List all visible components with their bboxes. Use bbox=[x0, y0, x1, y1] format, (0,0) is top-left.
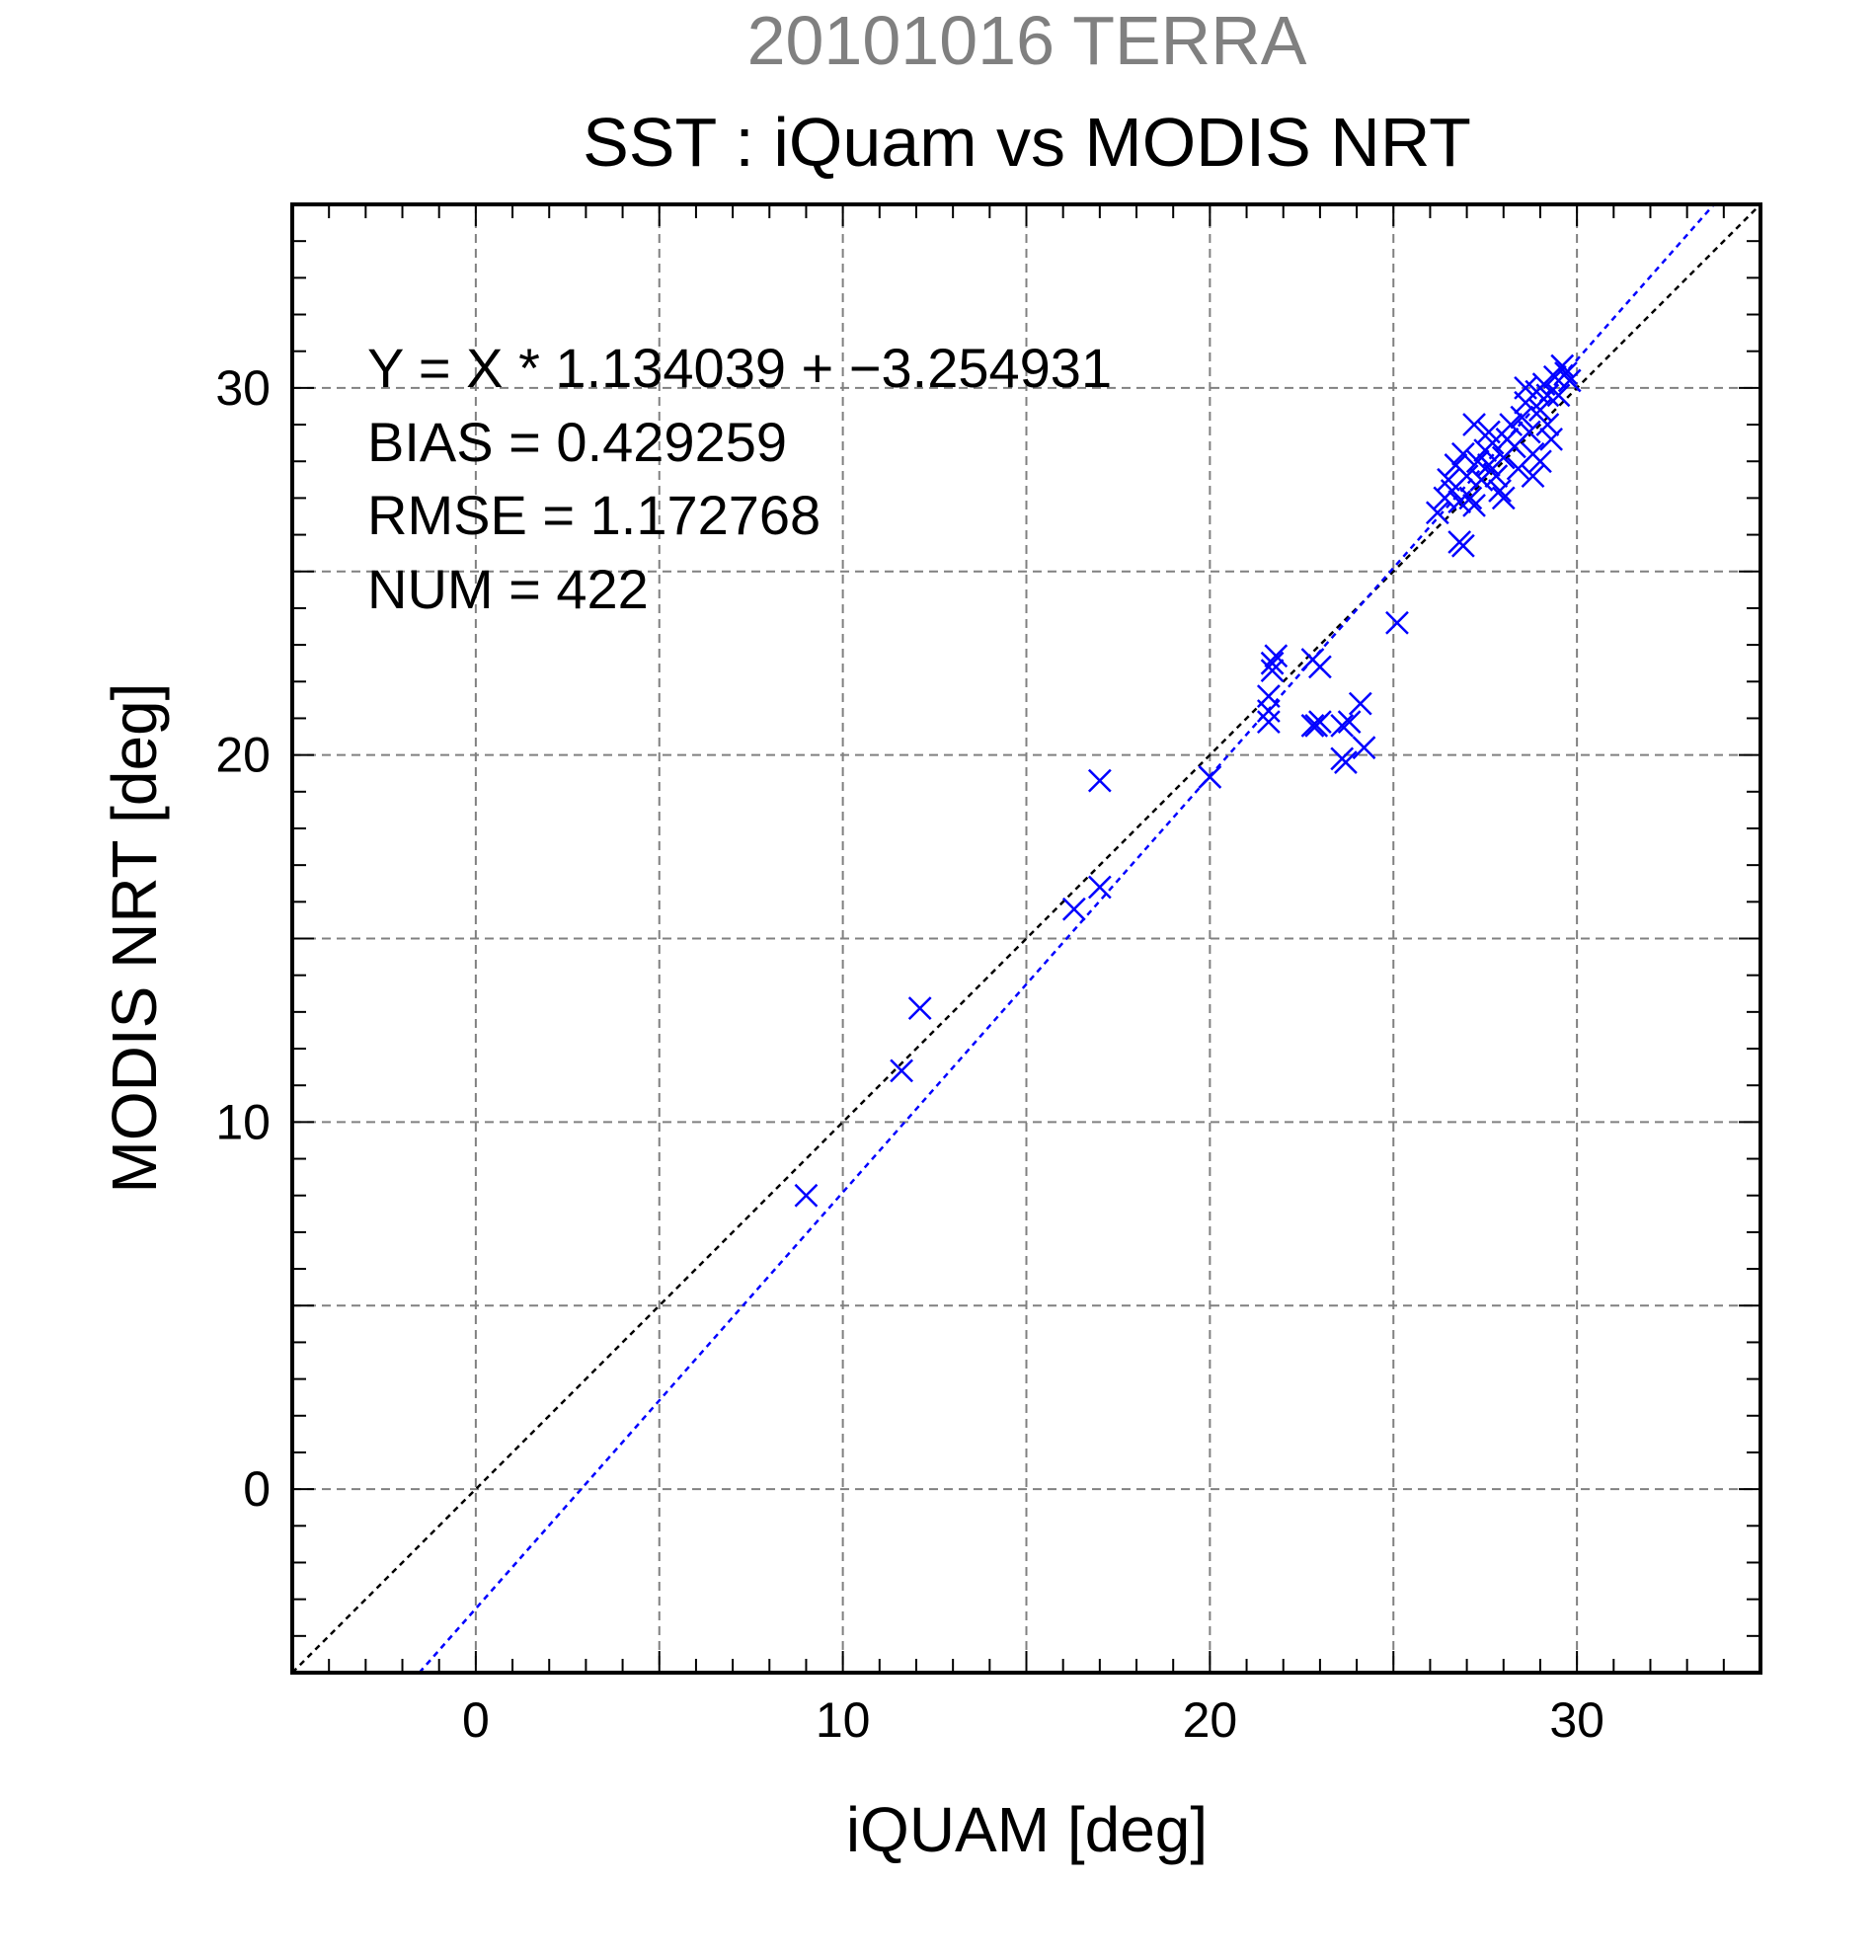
chart-subtitle: SST : iQuam vs MODIS NRT bbox=[583, 104, 1471, 181]
data-point bbox=[1061, 897, 1086, 921]
data-point bbox=[1425, 501, 1449, 525]
data-point bbox=[1330, 714, 1355, 738]
data-point bbox=[1198, 765, 1222, 789]
data-point bbox=[890, 1058, 913, 1083]
data-point bbox=[1488, 479, 1512, 503]
data-point bbox=[794, 1183, 819, 1208]
data-point bbox=[1260, 651, 1285, 675]
y-tick-label: 10 bbox=[215, 1094, 271, 1149]
stats-fit-equation: Y = X * 1.134039 + −3.254931 bbox=[367, 337, 1112, 399]
data-point bbox=[1484, 464, 1509, 488]
x-tick-label: 20 bbox=[1183, 1692, 1238, 1748]
data-point bbox=[1469, 467, 1494, 492]
data-point bbox=[1491, 486, 1516, 510]
data-point bbox=[1256, 710, 1281, 735]
data-point bbox=[1514, 375, 1537, 400]
y-axis-label: MODIS NRT [deg] bbox=[99, 683, 170, 1194]
data-point bbox=[1087, 768, 1112, 793]
grid-lines bbox=[292, 204, 1760, 1673]
data-point bbox=[1385, 610, 1409, 635]
data-point bbox=[1337, 710, 1362, 735]
x-tick-label: 30 bbox=[1549, 1692, 1604, 1748]
data-point bbox=[1458, 486, 1483, 510]
data-point bbox=[1477, 420, 1501, 444]
x-tick-label: 0 bbox=[462, 1692, 490, 1748]
data-point bbox=[1477, 453, 1501, 477]
data-point bbox=[1450, 533, 1475, 558]
data-point bbox=[907, 996, 932, 1021]
data-point bbox=[1550, 353, 1575, 378]
x-tick-label: 10 bbox=[816, 1692, 871, 1748]
data-point bbox=[1528, 449, 1552, 474]
data-point bbox=[1260, 659, 1285, 683]
data-point bbox=[1462, 493, 1486, 517]
stats-bias: BIAS = 0.429259 bbox=[367, 411, 787, 473]
data-point bbox=[1334, 750, 1358, 774]
x-tick-labels: 0 10 20 30 bbox=[462, 1692, 1604, 1748]
data-point bbox=[1264, 644, 1289, 668]
data-point bbox=[1546, 383, 1571, 408]
data-point bbox=[1510, 405, 1534, 430]
data-point bbox=[1352, 736, 1376, 760]
data-point bbox=[1528, 398, 1552, 423]
data-point bbox=[1535, 383, 1560, 408]
data-point bbox=[1308, 710, 1332, 735]
y-tick-labels: 0 10 20 30 bbox=[215, 360, 271, 1517]
data-point bbox=[1256, 684, 1281, 709]
data-point bbox=[1308, 655, 1332, 679]
stats-rmse: RMSE = 1.172768 bbox=[367, 484, 821, 546]
minor-ticks bbox=[292, 204, 1760, 1673]
data-point bbox=[1557, 368, 1582, 393]
data-point bbox=[1462, 413, 1486, 436]
chart-title: 20101016 TERRA bbox=[747, 2, 1307, 79]
plot-frame bbox=[290, 202, 1762, 1675]
data-point bbox=[1517, 420, 1541, 444]
stats-num: NUM = 422 bbox=[367, 558, 649, 620]
data-points bbox=[794, 353, 1582, 1208]
data-point bbox=[1535, 413, 1560, 436]
y-tick-label: 0 bbox=[243, 1461, 271, 1517]
data-point bbox=[1499, 413, 1524, 436]
y-tick-label: 20 bbox=[215, 728, 271, 783]
data-point bbox=[1300, 714, 1325, 738]
x-axis-label: iQUAM [deg] bbox=[846, 1794, 1208, 1865]
y-tick-label: 30 bbox=[215, 360, 271, 416]
data-point bbox=[1454, 464, 1479, 488]
data-point bbox=[1554, 361, 1578, 385]
data-point bbox=[1450, 441, 1475, 466]
data-point bbox=[1521, 464, 1545, 488]
data-point bbox=[1348, 691, 1372, 716]
data-point bbox=[1539, 428, 1563, 451]
data-point bbox=[1087, 875, 1112, 900]
